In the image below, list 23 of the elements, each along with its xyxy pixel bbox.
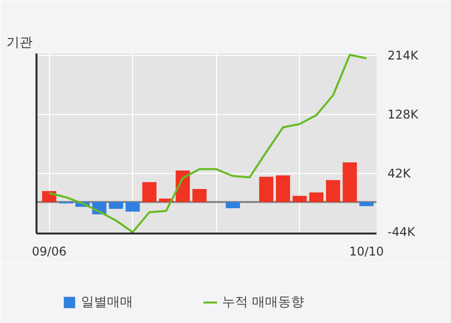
bar: [359, 202, 374, 206]
bar: [276, 175, 290, 202]
x-tick-label: 10/10: [349, 244, 384, 258]
line-series: [48, 54, 368, 234]
y-tick-label: 128K: [388, 107, 420, 122]
bar: [342, 162, 357, 202]
bar: [42, 191, 56, 202]
legend-label: 누적 매매동향: [222, 294, 304, 311]
bar: [326, 180, 340, 202]
x-tick-label: 09/06: [32, 244, 66, 258]
y-tick-label: 42K: [388, 166, 412, 180]
bar: [259, 176, 274, 202]
bar: [108, 202, 124, 209]
bar: [292, 196, 307, 202]
y-tick-label: 214K: [388, 48, 420, 63]
chart-title: 기관: [6, 36, 32, 50]
bar: [142, 182, 156, 202]
bar: [226, 202, 240, 208]
y-tick-label: -44K: [388, 225, 416, 240]
bar: [192, 189, 207, 202]
bar: [126, 202, 140, 212]
legend-label: 일별매매: [81, 294, 133, 311]
bar: [309, 192, 324, 202]
